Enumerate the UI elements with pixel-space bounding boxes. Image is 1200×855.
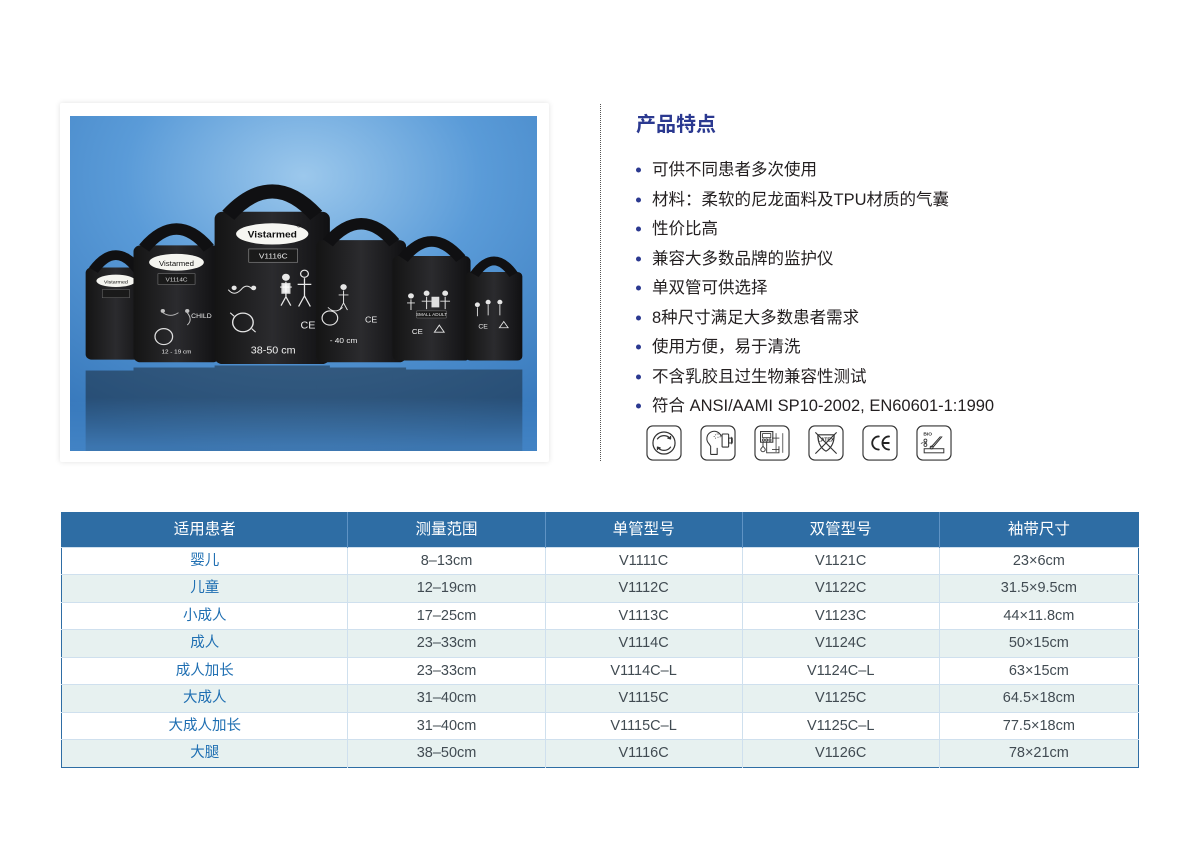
svg-text:Vistarmed: Vistarmed xyxy=(248,230,297,240)
svg-text:CE: CE xyxy=(478,324,488,331)
svg-text:CE: CE xyxy=(365,315,378,324)
svg-text:38-50 cm: 38-50 cm xyxy=(251,346,296,356)
svg-text:CHILD: CHILD xyxy=(191,313,212,320)
svg-text:CE: CE xyxy=(412,327,423,336)
svg-text:SMALL ADULT: SMALL ADULT xyxy=(416,312,448,317)
svg-text:BIO: BIO xyxy=(923,432,932,438)
svg-text:12 - 19 cm: 12 - 19 cm xyxy=(162,350,192,356)
svg-text:V1116C: V1116C xyxy=(259,252,288,261)
svg-text:V1114C: V1114C xyxy=(166,278,189,284)
svg-text:Vistarmed: Vistarmed xyxy=(104,280,128,286)
svg-text:Vistarmed: Vistarmed xyxy=(159,259,194,268)
svg-text:- 40 cm: - 40 cm xyxy=(330,336,358,345)
svg-text:CE: CE xyxy=(301,321,316,331)
